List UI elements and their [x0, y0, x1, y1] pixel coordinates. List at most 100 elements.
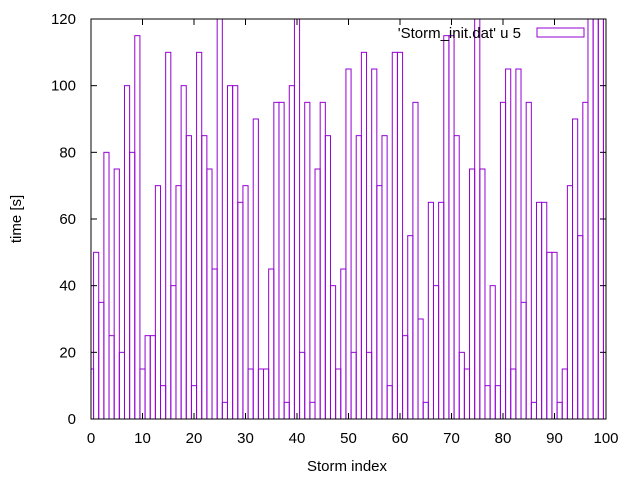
bar	[535, 201, 543, 420]
bar	[129, 151, 136, 420]
bar	[427, 201, 434, 420]
bar	[196, 51, 203, 420]
bar	[98, 301, 105, 420]
bar	[469, 168, 476, 420]
bar	[237, 201, 244, 420]
bar	[371, 68, 378, 420]
x-tick-label: 70	[443, 430, 460, 447]
bar	[396, 51, 404, 420]
x-tick-label: 100	[593, 430, 618, 447]
y-tick-label: 120	[51, 11, 76, 28]
bar	[154, 185, 162, 420]
bar	[226, 85, 234, 420]
bar	[350, 351, 357, 420]
bar	[340, 268, 347, 420]
bar	[309, 401, 316, 420]
bar	[232, 85, 239, 420]
legend: 'Storm_init.dat' u 5	[398, 25, 585, 42]
bar	[319, 101, 326, 420]
bar	[283, 401, 290, 420]
bar	[376, 185, 383, 420]
y-tick-label: 40	[59, 278, 76, 295]
bar	[386, 385, 393, 420]
y-tick-labels: 0 20 40 60 80 100 120	[51, 11, 76, 428]
legend-swatch	[536, 27, 585, 38]
bar	[242, 185, 249, 420]
legend-label: 'Storm_init.dat' u 5	[398, 25, 521, 42]
bar	[268, 268, 275, 420]
bar	[355, 135, 362, 420]
bar	[211, 268, 218, 420]
bar	[123, 85, 131, 420]
bar	[329, 285, 337, 420]
bar	[520, 301, 527, 420]
bar	[489, 285, 496, 420]
bar	[345, 68, 352, 420]
bar	[448, 35, 455, 420]
bar	[134, 35, 141, 420]
bar	[422, 401, 429, 420]
bar	[170, 285, 177, 420]
bar	[144, 335, 151, 420]
bar	[592, 18, 599, 420]
bar	[149, 335, 156, 420]
bar	[278, 101, 285, 420]
bar	[366, 351, 373, 420]
bar	[484, 385, 491, 420]
bar	[541, 201, 548, 420]
bar	[582, 101, 589, 420]
x-tick-label: 90	[546, 430, 563, 447]
bar	[530, 401, 537, 420]
x-axis-label: Storm index	[307, 458, 388, 475]
y-tick-label: 60	[59, 211, 76, 228]
x-tick-label: 80	[495, 430, 512, 447]
x-tick-label: 30	[237, 430, 254, 447]
bar	[113, 168, 120, 420]
bar	[499, 101, 507, 420]
bar	[494, 385, 501, 420]
bar	[432, 285, 440, 420]
plot-frame	[90, 18, 607, 420]
bar	[510, 368, 517, 420]
x-tick-label: 10	[134, 430, 151, 447]
x-tick-label: 60	[392, 430, 409, 447]
bar	[360, 51, 368, 420]
bar	[474, 18, 481, 420]
bar	[525, 101, 532, 420]
y-axis-label: time [s]	[8, 195, 25, 243]
bar	[185, 135, 192, 420]
x-tick-label: 40	[289, 430, 306, 447]
bar	[180, 85, 187, 420]
bar	[381, 135, 388, 420]
bar	[299, 351, 306, 420]
bar	[108, 335, 115, 420]
bar	[304, 101, 311, 420]
bar	[546, 251, 553, 420]
bar	[118, 351, 125, 420]
bar	[412, 101, 419, 420]
bar	[566, 185, 574, 420]
bar	[587, 18, 594, 420]
bar	[407, 235, 414, 420]
bar	[505, 68, 512, 420]
bar	[577, 235, 584, 420]
series-bars	[90, 18, 607, 420]
bar	[288, 85, 295, 420]
y-tick-label: 20	[59, 344, 76, 361]
y-tick-label: 0	[68, 411, 76, 428]
bar	[324, 135, 331, 420]
bar	[175, 185, 182, 420]
bar	[391, 51, 398, 420]
y-tick-label: 100	[51, 78, 76, 95]
bar	[551, 251, 558, 420]
bar	[257, 368, 265, 420]
bar	[443, 35, 450, 420]
y-tick-label: 80	[59, 144, 76, 161]
bar	[206, 168, 213, 420]
bar	[417, 318, 424, 420]
bar	[201, 135, 208, 420]
bar	[160, 385, 167, 420]
bar	[263, 368, 270, 420]
bar	[402, 335, 409, 420]
